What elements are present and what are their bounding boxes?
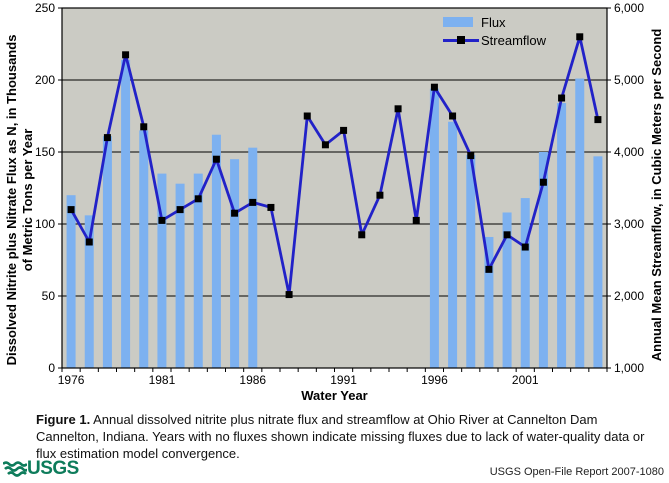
streamflow-marker-2002 — [539, 178, 547, 186]
figure-caption-label: Figure 1. — [36, 412, 91, 427]
flux-bar-2002 — [538, 152, 548, 368]
legend-row-flux: Flux — [443, 13, 546, 31]
flux-bar-1998 — [466, 154, 476, 368]
streamflow-marker-1984 — [212, 155, 220, 163]
streamflow-marker-icon — [457, 36, 465, 44]
flux-bar-2001 — [520, 198, 530, 368]
right-tick-label: 3,000 — [614, 217, 644, 231]
streamflow-marker-1982 — [176, 206, 184, 214]
streamflow-marker-2003 — [558, 94, 566, 102]
left-tick-label: 100 — [35, 217, 55, 231]
flux-bar-1976 — [66, 195, 76, 368]
streamflow-marker-1992 — [358, 231, 366, 239]
left-axis-title: Dissolved Nitrite plus Nitrate Flux as N… — [4, 10, 36, 390]
legend-row-streamflow: Streamflow — [443, 31, 546, 49]
streamflow-marker-1983 — [194, 195, 202, 203]
streamflow-marker-1989 — [303, 112, 311, 120]
streamflow-marker-2004 — [576, 33, 584, 41]
chart: 0 50 100 150 200 250 1,000 2,000 3,000 4,000 5,000… — [4, 1, 664, 403]
right-axis: 1,000 2,000 3,000 4,000 5,000 6,000 — [607, 1, 644, 375]
x-axis: 1976 1981 1986 1991 1996 2001 — [58, 368, 608, 387]
streamflow-marker-1991 — [340, 126, 348, 134]
usgs-wave-icon — [3, 460, 27, 477]
streamflow-marker-1986 — [249, 198, 257, 206]
flux-bar-1983 — [193, 173, 203, 368]
streamflow-marker-1979 — [122, 51, 130, 59]
streamflow-marker-1990 — [321, 141, 329, 149]
streamflow-marker-2000 — [503, 231, 511, 239]
flux-bar-1984 — [211, 134, 221, 368]
flux-bar-2004 — [575, 78, 585, 368]
legend-flux-label: Flux — [481, 14, 506, 30]
streamflow-markers — [67, 33, 602, 299]
flux-bar-1979 — [121, 59, 131, 369]
chart-canvas: 0 50 100 150 200 250 1,000 2,000 3,000 4,000 5,000… — [35, 1, 644, 387]
flux-bar-1982 — [175, 183, 185, 368]
streamflow-marker-1988 — [285, 291, 293, 299]
left-tick-label: 0 — [48, 361, 55, 375]
streamflow-marker-1999 — [485, 265, 493, 273]
gridlines — [62, 79, 607, 297]
streamflow-marker-1994 — [394, 105, 402, 113]
streamflow-marker-2005 — [594, 116, 602, 124]
legend-streamflow-label: Streamflow — [481, 32, 547, 48]
x-axis-title: Water Year — [301, 388, 368, 403]
usgs-logo-text: USGS — [27, 458, 79, 479]
x-tick-label: 1996 — [421, 373, 448, 387]
flux-bar-2005 — [593, 156, 603, 368]
streamflow-marker-1987 — [267, 203, 275, 211]
flux-bar-1977 — [84, 215, 94, 368]
left-axis-title-line1: Dissolved Nitrite plus Nitrate Flux as N… — [4, 34, 19, 366]
usgs-logo: USGS — [3, 459, 79, 478]
flux-bar-1986 — [248, 147, 258, 368]
x-tick-label: 1991 — [330, 373, 357, 387]
x-tick-label: 1981 — [149, 373, 176, 387]
right-tick-label: 5,000 — [614, 73, 644, 87]
streamflow-swatch-icon — [443, 35, 479, 45]
right-axis-title: Annual Mean Streamflow, in Cubic Meters … — [649, 28, 664, 362]
streamflow-marker-1985 — [231, 209, 239, 217]
left-tick-label: 50 — [42, 289, 56, 303]
streamflow-marker-1995 — [412, 216, 420, 224]
figure-caption-text: Annual dissolved nitrite plus nitrate fl… — [36, 412, 645, 461]
flux-bar-1980 — [139, 130, 149, 368]
report-number: USGS Open-File Report 2007-1080 — [489, 466, 664, 478]
figure-caption: Figure 1. Annual dissolved nitrite plus … — [36, 411, 648, 462]
streamflow-marker-1980 — [140, 123, 148, 131]
flux-bar-2003 — [557, 103, 567, 368]
flux-swatch-icon — [443, 17, 473, 27]
left-tick-label: 150 — [35, 145, 55, 159]
legend: Flux Streamflow — [443, 13, 546, 49]
streamflow-marker-1996 — [430, 83, 438, 91]
x-tick-label: 1986 — [239, 373, 266, 387]
flux-bar-2000 — [502, 212, 512, 368]
right-tick-label: 2,000 — [614, 289, 644, 303]
flux-bar-1978 — [102, 136, 112, 368]
left-tick-label: 250 — [35, 1, 55, 15]
streamflow-marker-1997 — [449, 112, 457, 120]
streamflow-marker-1981 — [158, 216, 166, 224]
x-tick-label: 1976 — [58, 373, 85, 387]
flux-bar-1985 — [230, 159, 240, 368]
flux-bar-1981 — [157, 173, 167, 368]
left-axis-title-line2: of Metric Tons per Year — [20, 128, 35, 272]
streamflow-marker-1977 — [85, 238, 93, 246]
streamflow-marker-2001 — [521, 243, 529, 251]
streamflow-marker-1998 — [467, 152, 475, 160]
flux-bar-1999 — [484, 236, 494, 368]
right-tick-label: 1,000 — [614, 361, 644, 375]
streamflow-marker-1978 — [103, 134, 111, 142]
flux-bars — [66, 59, 603, 369]
right-tick-label: 4,000 — [614, 145, 644, 159]
streamflow-marker-1976 — [67, 206, 75, 214]
plot-area — [62, 8, 607, 368]
x-tick-label: 2001 — [512, 373, 539, 387]
flux-bar-1996 — [429, 88, 439, 368]
right-tick-label: 6,000 — [614, 1, 644, 15]
left-tick-label: 200 — [35, 73, 55, 87]
flux-bar-1997 — [448, 121, 458, 368]
left-axis: 0 50 100 150 200 250 — [35, 1, 62, 375]
streamflow-marker-1993 — [376, 191, 384, 199]
